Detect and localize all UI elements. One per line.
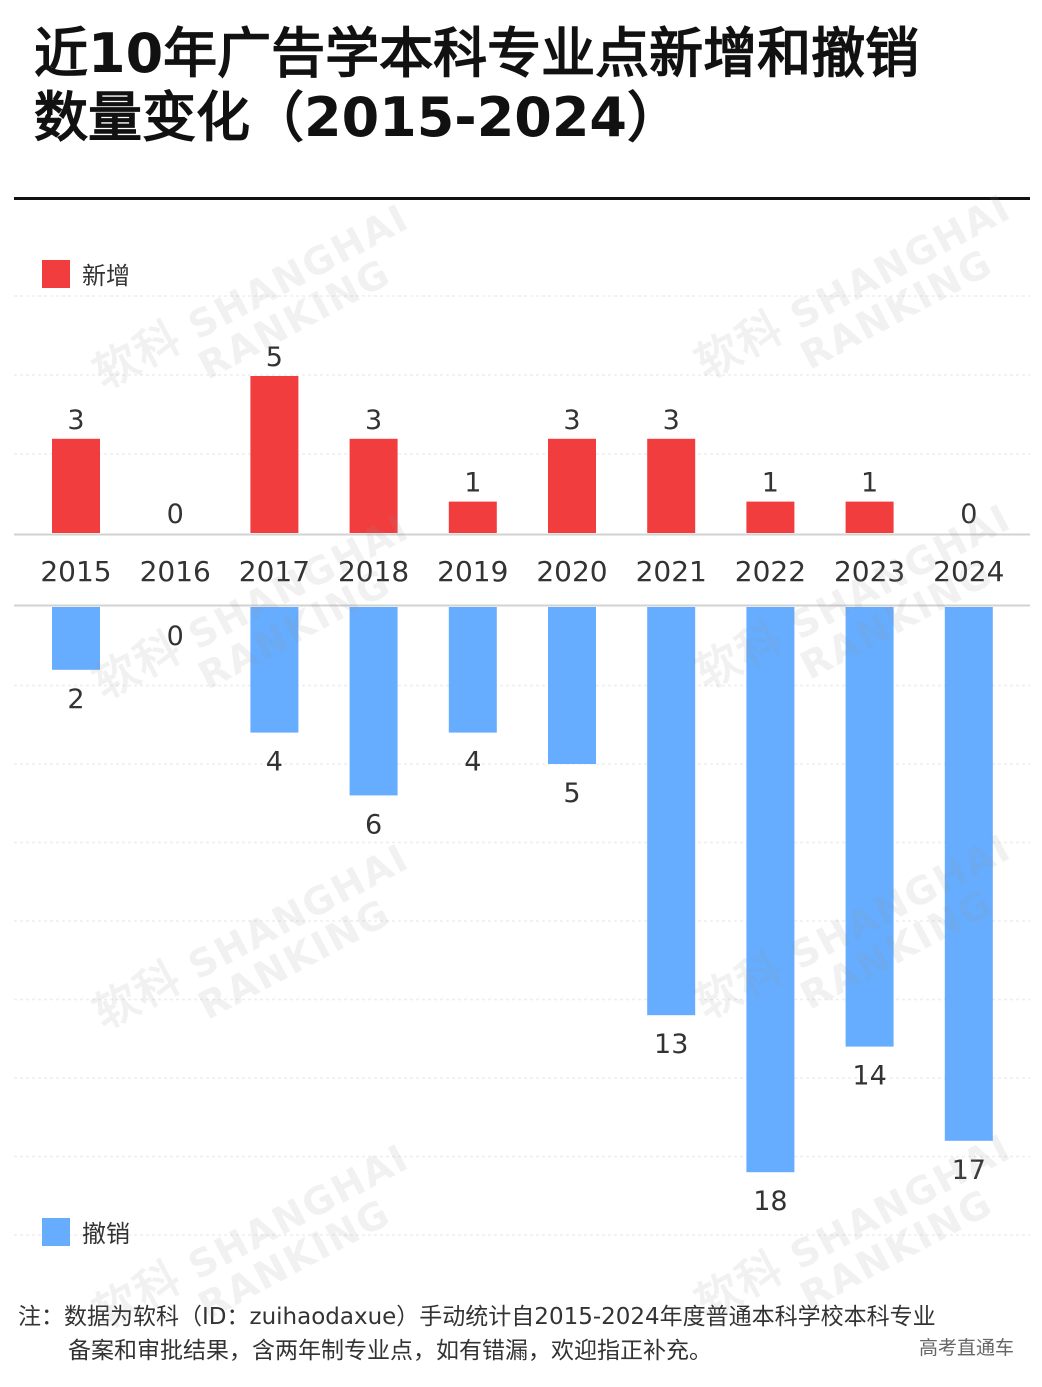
- data-label-revoked: 18: [753, 1186, 787, 1217]
- data-label-new: 1: [762, 468, 779, 499]
- x-tick-label: 2022: [735, 555, 806, 588]
- bar-new: [548, 438, 596, 533]
- data-label-revoked: 4: [266, 747, 283, 778]
- data-label-revoked: 2: [67, 684, 84, 715]
- bar-revoked: [250, 607, 299, 733]
- bar-new: [52, 438, 100, 533]
- chart-title-line-2: 数量变化（2015-2024）: [34, 86, 681, 149]
- data-label-new: 0: [960, 499, 977, 530]
- chart-title-line-1: 近10年广告学本科专业点新增和撤销: [34, 22, 920, 85]
- x-tick-label: 2023: [834, 555, 905, 588]
- legend-new: 新增: [42, 256, 130, 291]
- bar-revoked: [448, 607, 497, 733]
- data-label-new: 5: [266, 342, 283, 373]
- data-label-revoked: 0: [167, 621, 184, 652]
- x-tick-label: 2018: [338, 555, 409, 588]
- legend-revoked-label: 撤销: [82, 1220, 130, 1248]
- data-label-revoked: 14: [852, 1061, 886, 1092]
- legend-revoked: 撤销: [42, 1214, 130, 1249]
- data-label-revoked: 5: [563, 778, 580, 809]
- data-label-new: 0: [167, 499, 184, 530]
- footnote-line-2: 备案和审批结果，含两年制专业点，如有错漏，欢迎指正补充。: [68, 1338, 712, 1364]
- bar-revoked: [746, 607, 795, 1173]
- x-tick-label: 2016: [140, 555, 211, 588]
- bar-revoked: [647, 607, 696, 1016]
- data-label-new: 1: [464, 468, 481, 499]
- bar-new: [250, 376, 299, 533]
- data-label-revoked: 4: [464, 747, 481, 778]
- bar-revoked: [548, 607, 596, 764]
- bar-chart: 2015322016002017542018362019142020352021…: [14, 295, 1030, 1236]
- bar-revoked: [349, 607, 398, 796]
- data-label-new: 3: [365, 405, 382, 436]
- data-label-revoked: 17: [952, 1155, 986, 1186]
- data-label-revoked: 13: [654, 1029, 688, 1060]
- bar-revoked: [845, 607, 894, 1047]
- legend-new-swatch: [42, 259, 70, 288]
- chart-title: 近10年广告学本科专业点新增和撤销 数量变化（2015-2024）: [34, 22, 1024, 150]
- x-tick-label: 2021: [636, 555, 707, 588]
- bar-revoked: [944, 607, 993, 1141]
- bar-revoked: [52, 607, 100, 670]
- footnote: 注：数据为软科（ID：zuihaodaxue）手动统计自2015-2024年度普…: [18, 1300, 1030, 1368]
- x-tick-label: 2017: [239, 555, 310, 588]
- source-label: 高考直通车: [918, 1337, 1014, 1359]
- data-label-new: 3: [663, 405, 680, 436]
- bar-new: [349, 438, 398, 533]
- bar-new: [647, 438, 696, 533]
- x-tick-label: 2024: [933, 555, 1004, 588]
- title-divider: [14, 197, 1030, 200]
- footnote-line-1: 注：数据为软科（ID：zuihaodaxue）手动统计自2015-2024年度普…: [18, 1304, 936, 1330]
- x-tick-label: 2020: [536, 555, 607, 588]
- data-label-new: 3: [563, 405, 580, 436]
- data-label-new: 1: [861, 468, 878, 499]
- legend-new-label: 新增: [82, 262, 130, 290]
- data-label-new: 3: [67, 405, 84, 436]
- bar-new: [746, 501, 795, 533]
- bar-new: [448, 501, 497, 533]
- x-tick-label: 2019: [437, 555, 508, 588]
- bar-new: [845, 501, 894, 533]
- data-label-revoked: 6: [365, 809, 382, 840]
- x-tick-label: 2015: [40, 555, 111, 588]
- legend-revoked-swatch: [42, 1217, 70, 1246]
